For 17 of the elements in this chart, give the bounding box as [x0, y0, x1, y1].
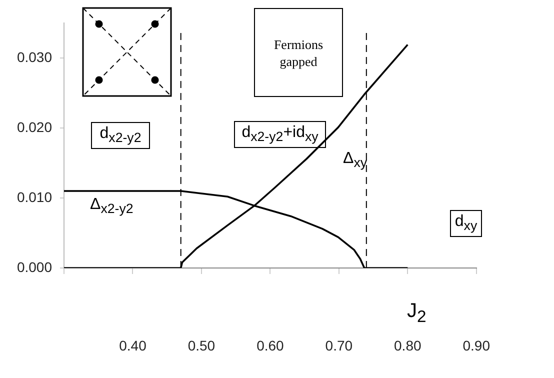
- x-tick-label: 0.50: [188, 337, 216, 354]
- x-tick-label: 0.60: [256, 337, 284, 354]
- series-label: Δ$_{xy}$: [343, 150, 368, 170]
- series-label: Δ$_{x2-y2}$: [90, 196, 134, 216]
- annotation: d$_{x2-y2}$: [100, 125, 142, 146]
- annotation: Fermions gapped: [272, 36, 324, 70]
- y-tick-label: 0.030: [16, 48, 52, 65]
- x-tick-label: 0.80: [394, 337, 422, 354]
- x-tick-label: 0.70: [325, 337, 353, 354]
- x-tick-label: 0.40: [119, 337, 147, 354]
- y-tick-label: 0.020: [16, 118, 52, 135]
- y-tick-label: 0.000: [16, 258, 52, 275]
- x-tick-label: 0.90: [462, 337, 490, 354]
- x-axis-title: J$_{2}$: [407, 300, 426, 327]
- annotation: d$_{xy}$: [454, 213, 478, 234]
- annotation: d$_{x2-y2}$+id$_{xy}$: [242, 124, 318, 145]
- y-tick-label: 0.010: [16, 188, 52, 205]
